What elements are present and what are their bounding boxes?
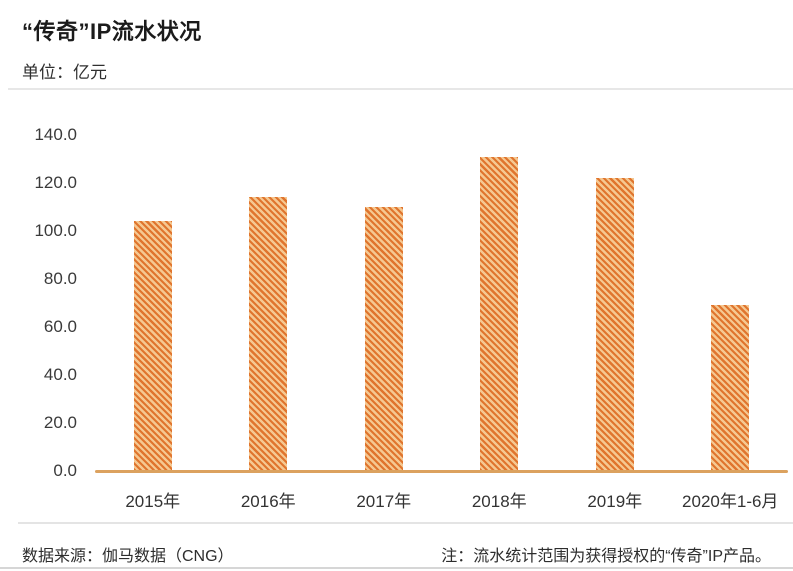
x-axis-tick-label: 2018年 [471, 492, 527, 511]
bar-2019年 [595, 178, 634, 471]
header-divider [8, 88, 793, 90]
bar-slot [557, 111, 673, 471]
unit-label: 单位：亿元 [22, 63, 107, 82]
y-axis: 0.0 20.0 40.0 60.0 80.0 100.0 120.0 140.0 [0, 0, 77, 571]
y-axis-tick-label: 40.0 [43, 365, 77, 384]
note-label: 注：流水统计范围为获得授权的“传奇”IP产品。 [441, 548, 771, 565]
bar-slot [442, 111, 558, 471]
y-axis-tick-label: 80.0 [43, 269, 77, 288]
y-axis-tick-label: 0.0 [53, 461, 77, 480]
bar-slot [211, 111, 327, 471]
bars-container [95, 111, 788, 471]
y-axis-tick-label: 20.0 [43, 413, 77, 432]
y-axis-tick-label: 140.0 [34, 125, 77, 144]
footer-divider [18, 522, 793, 524]
x-axis-tick-label: 2016年 [240, 492, 296, 511]
bar-slot [326, 111, 442, 471]
bar-chart-plot-area [95, 111, 788, 473]
bar-slot [95, 111, 211, 471]
data-source-label: 数据来源：伽马数据（CNG） [22, 548, 234, 565]
x-axis-line [95, 470, 788, 473]
page-bottom-border [0, 567, 793, 569]
y-axis-tick-label: 100.0 [34, 221, 77, 240]
bar-2015年 [133, 221, 172, 471]
y-axis-tick-label: 60.0 [43, 317, 77, 336]
x-axis-tick-label: 2020年1-6月 [682, 492, 779, 511]
x-axis-tick-label: 2015年 [125, 492, 181, 511]
x-axis-labels: 2015年 2016年 2017年 2018年 2019年 2020年1-6月 [95, 487, 788, 512]
bar-slot [673, 111, 789, 471]
bar-2016年 [249, 197, 288, 471]
bar-2020年1-6月 [711, 305, 750, 471]
y-axis-tick-label: 120.0 [34, 173, 77, 192]
chart-footer: 数据来源：伽马数据（CNG） 注：流水统计范围为获得授权的“传奇”IP产品。 [22, 542, 771, 566]
bar-2017年 [364, 207, 403, 471]
x-axis-tick-label: 2017年 [356, 492, 412, 511]
x-axis-tick-label: 2019年 [587, 492, 643, 511]
chart-title: “传奇”IP流水状况 [22, 19, 202, 44]
bar-2018年 [480, 156, 519, 471]
